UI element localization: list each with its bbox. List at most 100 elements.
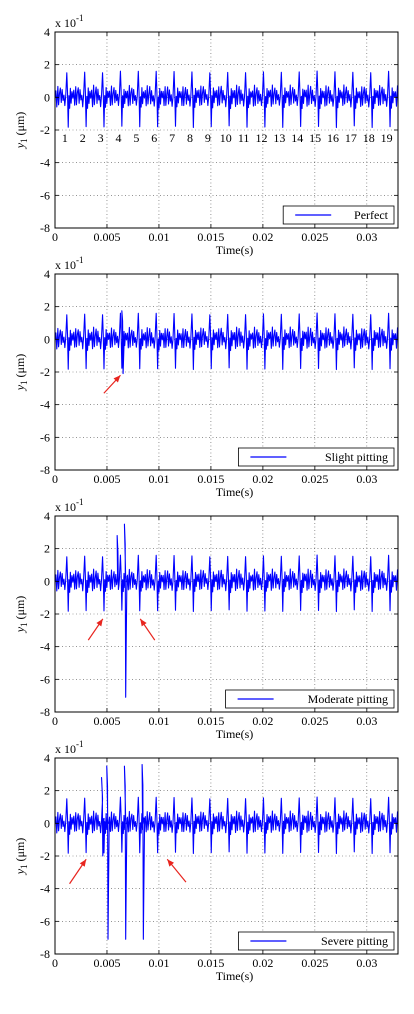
y-tick-label: 2 [44, 542, 50, 556]
y-axis-label-var: y [13, 868, 27, 875]
y-multiplier-exponent: -1 [76, 255, 84, 265]
x-tick-label: 0.03 [356, 230, 377, 244]
x-tick-label: 0.02 [252, 956, 273, 970]
tooth-number: 5 [133, 131, 139, 145]
x-tick-label: 0.005 [93, 472, 120, 486]
x-axis-label: Time(s) [216, 969, 254, 983]
y-tick-label: -6 [40, 914, 50, 928]
charts: 0 0.005 0.01 0.015 0.02 0.025 0.03-8-6-4-2024x… [13, 13, 399, 983]
x-tick-label: 0.03 [356, 714, 377, 728]
legend-box [237, 447, 395, 467]
y-multiplier-exponent: -1 [76, 497, 84, 507]
legend-box [225, 689, 395, 709]
x-tick-label: 0.015 [197, 956, 224, 970]
chart-panel-2: 0 0.005 0.01 0.015 0.02 0.025 0.03-8-6-4-2024x… [13, 255, 399, 499]
tooth-number: 8 [187, 131, 193, 145]
y-multiplier-exponent: -1 [76, 739, 84, 749]
y-axis-label-sub: 1 [19, 622, 29, 627]
x-axis-label: Time(s) [216, 243, 254, 257]
tooth-number: 10 [220, 131, 232, 145]
x-tick-label: 0.01 [148, 230, 169, 244]
annotation-arrow-head [96, 618, 103, 627]
y-axis-label-var: y [13, 142, 27, 149]
tooth-number: 7 [169, 131, 175, 145]
series-line [54, 763, 399, 940]
tooth-number: 11 [238, 131, 250, 145]
y-tick-label: 4 [44, 509, 50, 523]
y-axis-label-unit: (μm) [13, 596, 27, 623]
y-tick-label: -4 [40, 398, 50, 412]
y-axis-label-unit: (μm) [13, 838, 27, 865]
series-line [54, 523, 399, 698]
y-axis-label-var: y [13, 626, 27, 633]
x-tick-label: 0.025 [301, 956, 328, 970]
legend: Moderate pitting [225, 689, 395, 709]
legend-label: Severe pitting [321, 934, 388, 948]
legend-box [237, 931, 395, 951]
x-tick-label: 0.02 [252, 472, 273, 486]
annotation-arrow-head [167, 859, 175, 867]
tooth-number: 14 [291, 131, 303, 145]
x-tick-label: 0.005 [93, 956, 120, 970]
x-tick-label: 0.005 [93, 714, 120, 728]
tooth-number: 1 [62, 131, 68, 145]
y-tick-label: -8 [40, 947, 50, 961]
x-tick-label: 0.02 [252, 230, 273, 244]
x-tick-label: 0.01 [148, 714, 169, 728]
y-tick-label: -6 [40, 188, 50, 202]
series-line [54, 70, 399, 129]
x-tick-label: 0.005 [93, 230, 120, 244]
x-tick-label: 0 [52, 956, 58, 970]
tooth-number: 6 [151, 131, 157, 145]
y-axis-label: y1 (μm) [13, 596, 29, 634]
x-tick-label: 0.03 [356, 956, 377, 970]
y-axis-label-unit: (μm) [13, 112, 27, 139]
x-tick-label: 0.03 [356, 472, 377, 486]
y-multiplier-exponent: -1 [76, 13, 84, 23]
tooth-number: 17 [345, 131, 357, 145]
y-tick-label: -6 [40, 430, 50, 444]
chart-panel-3: 0 0.005 0.01 0.015 0.02 0.025 0.03-8-6-4-2024x… [13, 497, 399, 741]
y-tick-label: 0 [44, 574, 50, 588]
x-tick-label: 0.01 [148, 472, 169, 486]
tooth-number: 18 [363, 131, 375, 145]
legend: Perfect [282, 205, 395, 225]
legend-label: Moderate pitting [308, 692, 388, 706]
x-axis-label: Time(s) [216, 727, 254, 741]
chart-panel-1: 0 0.005 0.01 0.015 0.02 0.025 0.03-8-6-4-2024x… [13, 13, 399, 257]
x-tick-label: 0.015 [197, 230, 224, 244]
y-axis-label: y1 (μm) [13, 354, 29, 392]
annotation-arrow-head [140, 618, 147, 627]
y-tick-label: 4 [44, 25, 50, 39]
legend: Slight pitting [237, 447, 395, 467]
x-tick-label: 0 [52, 472, 58, 486]
annotation-arrow-head [79, 859, 87, 867]
y-axis-label-sub: 1 [19, 864, 29, 869]
legend-box [282, 205, 395, 225]
legend: Severe pitting [237, 931, 395, 951]
x-tick-label: 0.015 [197, 714, 224, 728]
y-tick-label: -8 [40, 463, 50, 477]
y-tick-label: -2 [40, 607, 50, 621]
tooth-number: 19 [381, 131, 393, 145]
legend-label: Slight pitting [325, 450, 388, 464]
y-tick-label: 0 [44, 90, 50, 104]
tooth-number: 9 [205, 131, 211, 145]
y-axis-label-sub: 1 [19, 138, 29, 143]
y-tick-label: -2 [40, 849, 50, 863]
tooth-number: 16 [327, 131, 339, 145]
chart-panel-4: 0 0.005 0.01 0.015 0.02 0.025 0.03-8-6-4-2024x… [13, 739, 399, 983]
y-tick-label: 2 [44, 784, 50, 798]
y-axis-label: y1 (μm) [13, 838, 29, 876]
y-tick-label: 2 [44, 300, 50, 314]
y-axis-label-var: y [13, 384, 27, 391]
y-tick-label: -2 [40, 365, 50, 379]
tooth-number: 15 [309, 131, 321, 145]
legend-label: Perfect [354, 208, 389, 222]
tooth-number: 2 [80, 131, 86, 145]
y-tick-label: 0 [44, 332, 50, 346]
y-tick-label: -4 [40, 156, 50, 170]
x-tick-label: 0 [52, 230, 58, 244]
